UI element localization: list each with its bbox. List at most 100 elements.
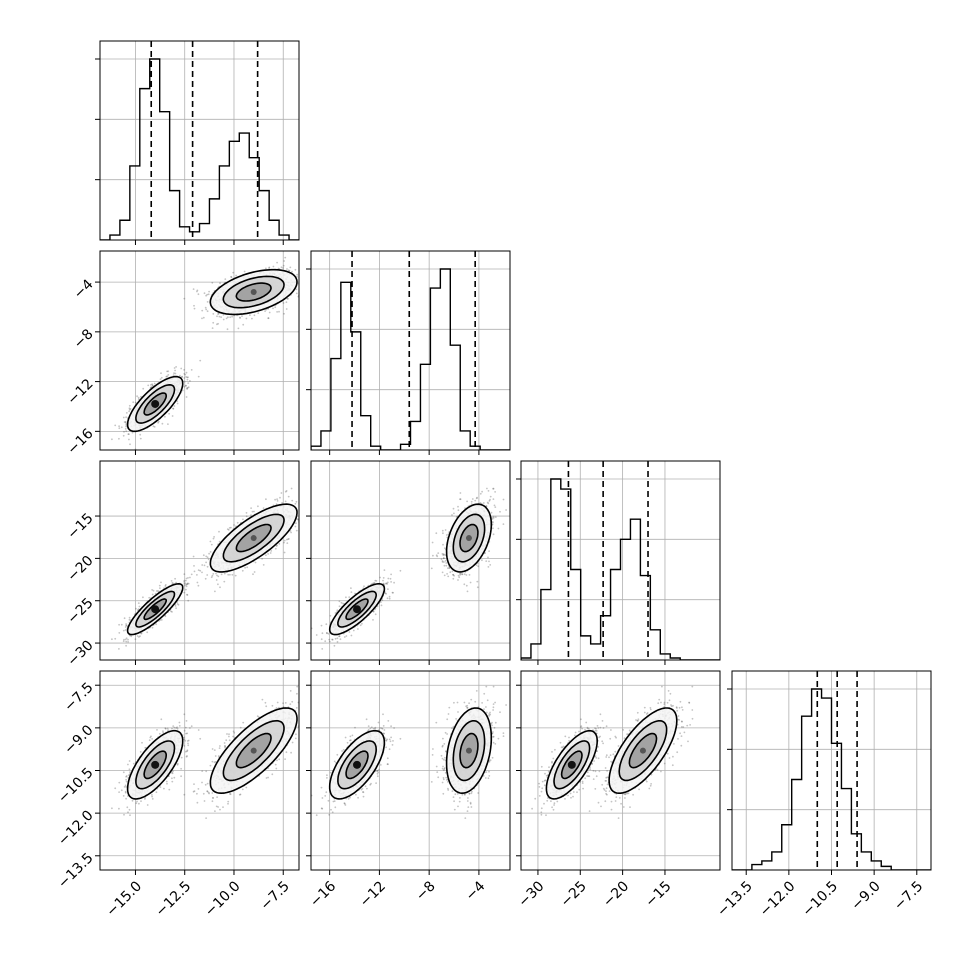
sample-point	[158, 584, 161, 587]
sample-point	[239, 317, 242, 319]
sample-point	[167, 423, 169, 425]
sample-point	[278, 543, 281, 545]
sample-point	[185, 371, 188, 374]
sample-point	[305, 278, 307, 280]
sample-point	[167, 374, 170, 376]
sample-point	[283, 541, 285, 544]
sample-point	[187, 382, 190, 384]
sample-point	[228, 527, 231, 529]
sample-point	[224, 278, 227, 280]
sample-point	[357, 628, 359, 630]
sample-point	[237, 327, 240, 330]
sample-point	[244, 566, 247, 569]
sample-point	[125, 623, 127, 625]
sample-point	[345, 635, 348, 637]
sample-point	[382, 579, 384, 582]
sample-point	[340, 601, 343, 604]
sample-point	[183, 369, 186, 371]
sample-point	[171, 581, 174, 584]
sample-point	[180, 367, 183, 370]
sample-point	[350, 634, 353, 637]
sample-point	[127, 433, 130, 435]
sample-point	[328, 640, 331, 643]
sample-point	[227, 316, 229, 319]
sample-point	[201, 564, 204, 566]
sample-point	[183, 579, 186, 582]
sample-point	[136, 395, 139, 398]
sample-point	[118, 437, 120, 440]
sample-point	[184, 582, 187, 585]
sample-point	[253, 510, 255, 513]
sample-point	[220, 316, 223, 318]
sample-point	[164, 615, 167, 618]
sample-point	[173, 405, 176, 407]
sample-point	[185, 577, 188, 580]
sample-point	[233, 524, 235, 526]
sample-point	[308, 488, 310, 490]
sample-point	[220, 573, 223, 576]
sample-point	[295, 288, 298, 291]
sample-point	[124, 626, 127, 628]
sample-point	[155, 623, 158, 626]
sample-point	[223, 580, 226, 583]
sample-point	[387, 588, 389, 590]
sample-point	[217, 313, 220, 316]
sample-point	[359, 624, 362, 627]
sample-point	[374, 613, 377, 616]
sample-point	[175, 607, 178, 610]
sample-point	[157, 420, 160, 423]
sample-point	[231, 315, 234, 318]
sample-point	[272, 307, 274, 310]
sample-point	[186, 583, 189, 585]
sample-point	[331, 638, 334, 641]
sample-point	[234, 574, 237, 577]
sample-point	[286, 297, 289, 300]
sample-point	[386, 597, 389, 600]
sample-point	[125, 424, 127, 426]
sample-point	[120, 426, 123, 429]
sample-point	[386, 581, 389, 584]
sample-point	[193, 570, 196, 573]
sample-point	[193, 304, 195, 307]
sample-point	[230, 275, 233, 278]
sample-point	[294, 268, 297, 271]
sample-point	[196, 289, 199, 292]
sample-point	[132, 401, 135, 404]
sample-point	[241, 315, 243, 317]
sample-point	[206, 556, 209, 559]
sample-point	[276, 544, 278, 547]
sample-point	[203, 292, 206, 295]
panel-2-1-content	[311, 461, 510, 660]
sample-point	[172, 407, 174, 410]
sample-point	[245, 515, 248, 518]
sample-point	[138, 605, 141, 608]
sample-point	[287, 297, 289, 300]
sample-point	[128, 404, 131, 407]
sample-point	[268, 311, 271, 314]
sample-point	[197, 569, 200, 571]
sample-point	[125, 624, 128, 627]
sample-point	[160, 376, 163, 379]
sample-point	[148, 596, 151, 599]
sample-point	[274, 498, 276, 501]
sample-point	[272, 265, 275, 268]
histogram-0	[100, 58, 299, 240]
sample-point	[288, 269, 291, 272]
sample-point	[136, 635, 139, 637]
sample-point	[386, 583, 389, 585]
sample-point	[223, 572, 226, 575]
sample-point	[183, 380, 186, 383]
sample-point	[176, 603, 179, 605]
sample-point	[302, 279, 304, 281]
sample-point	[168, 412, 171, 415]
sample-point	[166, 370, 169, 373]
sample-point	[142, 596, 144, 599]
sample-point	[222, 318, 225, 321]
sample-point	[275, 545, 278, 547]
sample-point	[125, 416, 127, 419]
sample-point	[124, 428, 127, 430]
sample-point	[151, 589, 154, 591]
sample-point	[282, 264, 285, 267]
sample-point	[207, 558, 210, 561]
sample-point	[196, 290, 198, 293]
